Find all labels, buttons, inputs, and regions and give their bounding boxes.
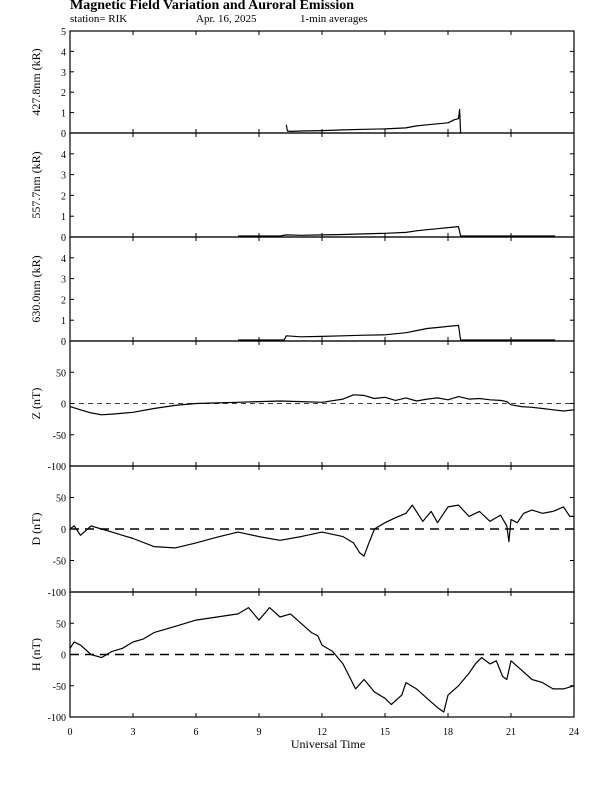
- y-tick-label: -100: [48, 588, 66, 599]
- y-tick-label: 0: [61, 337, 66, 348]
- panel-frame-0: [69, 30, 575, 134]
- y-tick-label: 2: [61, 88, 66, 99]
- station-label: station= RIK: [70, 13, 127, 25]
- panels: 0 1 2 3 4 5 427.8nm (kR) 0 1 2 3 4 557.7nm (kR) 0 1 2 3 4…: [29, 27, 575, 724]
- y-axis-label: D (nT): [29, 513, 43, 546]
- x-tick-label: 3: [131, 727, 136, 738]
- y-tick-label: 4: [61, 47, 66, 58]
- panel-1: 0 1 2 3 4 557.7nm (kR): [29, 132, 575, 244]
- y-tick-label: 50: [56, 368, 66, 379]
- x-tick-label: 6: [194, 727, 199, 738]
- y-tick-label: -50: [53, 682, 66, 693]
- y-tick-label: 1: [61, 316, 66, 327]
- y-tick-label: 4: [61, 150, 66, 161]
- y-tick-label: 2: [61, 295, 66, 306]
- y-tick-label: -50: [53, 557, 66, 568]
- y-tick-label: 5: [61, 27, 66, 38]
- x-axis-label: Universal Time: [291, 737, 365, 751]
- y-tick-label: 0: [61, 400, 66, 411]
- series-line-5-0: [69, 606, 575, 713]
- chart-title: Magnetic Field Variation and Auroral Emi…: [70, 0, 354, 13]
- y-tick-label: -50: [53, 431, 66, 442]
- y-tick-label: 3: [61, 68, 66, 79]
- panel-2: 0 1 2 3 4 630.0nm (kR): [29, 236, 575, 348]
- series-line-1-0: [238, 226, 556, 237]
- panel-frame-1: [69, 132, 575, 238]
- y-tick-label: 2: [61, 191, 66, 202]
- x-tick-label: 21: [506, 727, 516, 738]
- y-axis-label: Z (nT): [29, 388, 43, 420]
- x-tick-label: 0: [68, 727, 73, 738]
- y-tick-label: 50: [56, 619, 66, 630]
- panel-4: -100 -50 0 50 D (nT): [29, 465, 575, 599]
- y-axis-label: 427.8nm (kR): [29, 48, 43, 115]
- y-tick-label: 3: [61, 171, 66, 182]
- y-tick-label: 0: [61, 233, 66, 244]
- y-tick-label: 0: [61, 129, 66, 140]
- y-tick-label: 3: [61, 275, 66, 286]
- y-axis-label: H (nT): [29, 638, 43, 671]
- y-tick-label: 1: [61, 109, 66, 120]
- y-tick-label: 50: [56, 494, 66, 505]
- series-line-0-0: [285, 108, 462, 133]
- x-tick-label: 18: [443, 727, 453, 738]
- y-tick-label: -100: [48, 462, 66, 473]
- panel-5: -100 -50 0 50 H (nT): [29, 591, 575, 724]
- y-tick-label: 0: [61, 525, 66, 536]
- x-tick-label: 9: [257, 727, 262, 738]
- y-tick-label: -100: [48, 713, 66, 724]
- panel-frame-2: [69, 236, 575, 342]
- y-axis-label: 557.7nm (kR): [29, 151, 43, 218]
- panel-3: -100 -50 0 50 Z (nT): [29, 340, 575, 473]
- y-axis-label: 630.0nm (kR): [29, 255, 43, 322]
- series-line-4-0: [69, 504, 574, 557]
- averaging-label: 1-min averages: [300, 13, 368, 25]
- x-tick-label: 15: [380, 727, 390, 738]
- x-tick-label: 24: [569, 727, 579, 738]
- date-label: Apr. 16, 2025: [196, 13, 257, 25]
- y-tick-label: 0: [61, 651, 66, 662]
- x-axis: 0 3 6 9 12 15 18 21 24: [68, 727, 580, 738]
- y-tick-label: 1: [61, 212, 66, 223]
- x-tick-label: 12: [317, 727, 327, 738]
- series-line-2-0: [238, 324, 556, 341]
- y-tick-label: 4: [61, 254, 66, 265]
- series-line-3-0: [69, 394, 575, 416]
- panel-0: 0 1 2 3 4 5 427.8nm (kR): [29, 27, 575, 140]
